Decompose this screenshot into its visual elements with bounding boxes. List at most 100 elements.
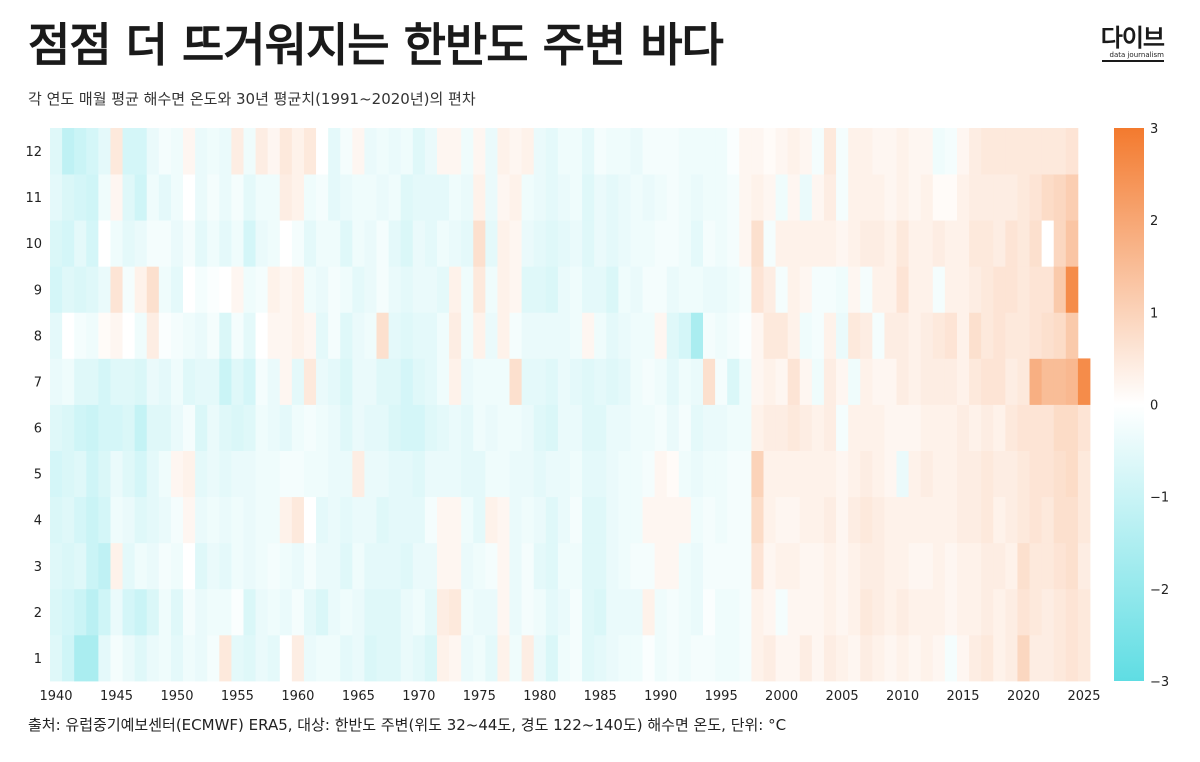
heatmap-cell: [1029, 312, 1043, 359]
heatmap-cell: [775, 404, 789, 451]
heatmap-cell: [340, 358, 353, 405]
heatmap-cell: [62, 174, 75, 221]
heatmap-cell: [932, 542, 946, 590]
heatmap-cell: [654, 542, 668, 590]
brand-logo-rule: [1102, 60, 1164, 62]
heatmap-cell: [497, 312, 510, 359]
heatmap-cell: [436, 634, 450, 682]
heatmap-cell: [134, 634, 148, 682]
heatmap-cell: [62, 358, 75, 405]
heatmap-cell: [751, 174, 764, 221]
brand-logo-subtext: data journalism: [1109, 51, 1165, 59]
heatmap-cell: [183, 496, 196, 544]
heatmap-cell: [606, 542, 619, 590]
heatmap-cell: [207, 634, 220, 682]
heatmap-cell: [219, 542, 232, 590]
heatmap-cell: [582, 358, 595, 405]
heatmap-cell: [836, 450, 849, 498]
heatmap-cell: [969, 634, 982, 682]
heatmap-cell: [594, 496, 607, 544]
heatmap-cell: [836, 220, 849, 267]
heatmap-cell: [799, 404, 813, 451]
heatmap-cell: [1065, 358, 1079, 405]
heatmap-cell: [436, 174, 450, 221]
heatmap-cell: [981, 358, 994, 405]
heatmap-cell: [860, 634, 873, 682]
heatmap-cell: [328, 450, 341, 498]
heatmap-cell: [122, 496, 136, 544]
heatmap-cell: [932, 634, 946, 682]
heatmap-cell: [956, 450, 970, 498]
brand-logo-text: 다이브: [1100, 24, 1165, 52]
heatmap-cell: [884, 358, 897, 405]
heatmap-cell: [1053, 128, 1067, 175]
heatmap-cell: [183, 450, 196, 498]
heatmap-cell: [388, 496, 402, 544]
heatmap-cell: [969, 542, 982, 590]
heatmap-cell: [388, 358, 402, 405]
y-tick-label: 8: [34, 329, 42, 344]
y-tick-label: 7: [34, 376, 42, 391]
heatmap-cell: [509, 588, 523, 636]
heatmap-cell: [424, 266, 438, 313]
heatmap-cell: [956, 358, 970, 405]
heatmap-cell: [231, 358, 244, 405]
heatmap-cell: [231, 450, 244, 498]
heatmap-cell: [582, 542, 595, 590]
heatmap-cell: [183, 404, 196, 451]
heatmap-cell: [98, 634, 111, 682]
heatmap-cell: [461, 542, 474, 590]
heatmap-cell: [497, 174, 510, 221]
heatmap-cell: [981, 588, 994, 636]
heatmap-cell: [630, 634, 643, 682]
heatmap-cell: [872, 174, 885, 221]
heatmap-cell: [50, 358, 63, 405]
heatmap-cell: [1017, 404, 1030, 451]
heatmap-cell: [642, 450, 656, 498]
heatmap-cell: [1041, 128, 1055, 175]
heatmap-cell: [267, 542, 281, 590]
heatmap-cell: [316, 450, 329, 498]
heatmap-cell: [207, 266, 220, 313]
heatmap-cell: [521, 266, 535, 313]
heatmap-cell: [860, 312, 873, 359]
heatmap-cell: [122, 588, 136, 636]
heatmap-cell: [86, 450, 99, 498]
heatmap-cell: [352, 450, 365, 498]
heatmap-cell: [364, 634, 377, 682]
heatmap-cell: [920, 220, 934, 267]
heatmap-cell: [981, 404, 994, 451]
heatmap-cell: [654, 128, 668, 175]
heatmap-cell: [267, 450, 281, 498]
heatmap-cell: [497, 588, 510, 636]
heatmap-cell: [412, 220, 426, 267]
heatmap-cell: [110, 404, 123, 451]
heatmap-cell: [267, 404, 281, 451]
heatmap-cell: [582, 634, 595, 682]
heatmap-cell: [594, 588, 607, 636]
x-tick-label: 1945: [100, 689, 133, 704]
heatmap-cell: [352, 358, 365, 405]
heatmap-cell: [944, 174, 958, 221]
heatmap-cell: [606, 634, 619, 682]
x-tick-label: 1970: [402, 689, 435, 704]
heatmap-cell: [134, 404, 148, 451]
heatmap-cell: [521, 588, 535, 636]
heatmap-cell: [62, 542, 75, 590]
heatmap-cell: [666, 128, 680, 175]
heatmap-cell: [255, 220, 269, 267]
heatmap-cell: [316, 496, 329, 544]
heatmap-cell: [557, 266, 571, 313]
heatmap-cell: [328, 220, 341, 267]
heatmap-cell: [110, 174, 123, 221]
heatmap-cell: [872, 404, 885, 451]
heatmap-cell: [364, 450, 377, 498]
heatmap-cell: [606, 312, 619, 359]
heatmap-cell: [666, 588, 680, 636]
heatmap-cell: [509, 128, 523, 175]
heatmap-cell: [678, 174, 692, 221]
heatmap-cell: [328, 496, 341, 544]
heatmap-cell: [376, 128, 389, 175]
heatmap-cell: [787, 634, 801, 682]
